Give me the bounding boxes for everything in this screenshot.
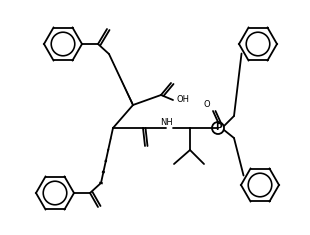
Text: OH: OH	[176, 94, 189, 103]
Text: P: P	[215, 124, 221, 133]
Text: O: O	[203, 100, 210, 109]
Text: NH: NH	[160, 118, 172, 127]
Polygon shape	[109, 54, 133, 107]
Circle shape	[212, 122, 224, 134]
